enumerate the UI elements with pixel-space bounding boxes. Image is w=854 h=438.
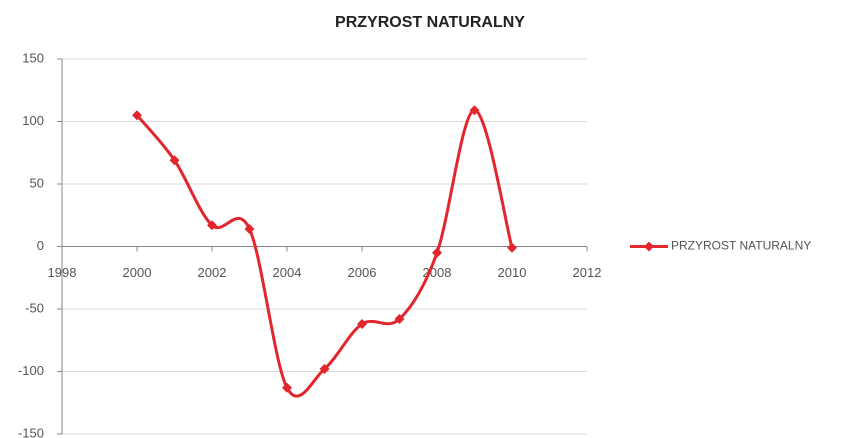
point-marker (169, 155, 180, 166)
x-tick-label: 2002 (198, 265, 227, 280)
x-tick-label: 2006 (348, 265, 377, 280)
x-tick-label: 2000 (123, 265, 152, 280)
x-tick-label: 2010 (498, 265, 527, 280)
point-marker (207, 220, 217, 231)
y-tick-label: 100 (22, 113, 44, 128)
y-tick-label: 0 (37, 238, 44, 253)
y-tick-label: 150 (22, 50, 44, 65)
x-tick-label: 2012 (573, 265, 602, 280)
x-tick-label: 1998 (48, 265, 77, 280)
point-marker (394, 314, 405, 324)
point-marker (244, 224, 255, 234)
point-marker (132, 110, 142, 121)
y-tick-label: -100 (18, 363, 44, 378)
point-marker (507, 242, 517, 253)
y-tick-label: -150 (18, 425, 44, 438)
y-tick-label: -50 (25, 300, 44, 315)
y-tick-label: 50 (30, 175, 44, 190)
point-marker (282, 382, 292, 393)
x-tick-label: 2004 (273, 265, 302, 280)
point-marker (319, 364, 330, 374)
legend-label: PRZYROST NATURALNY (671, 239, 811, 253)
point-marker (357, 319, 367, 329)
point-marker (469, 105, 480, 116)
series-line (135, 108, 514, 398)
chart-title: PRZYROST NATURALNY (335, 14, 525, 31)
legend-marker (644, 241, 654, 252)
point-marker (432, 247, 442, 258)
